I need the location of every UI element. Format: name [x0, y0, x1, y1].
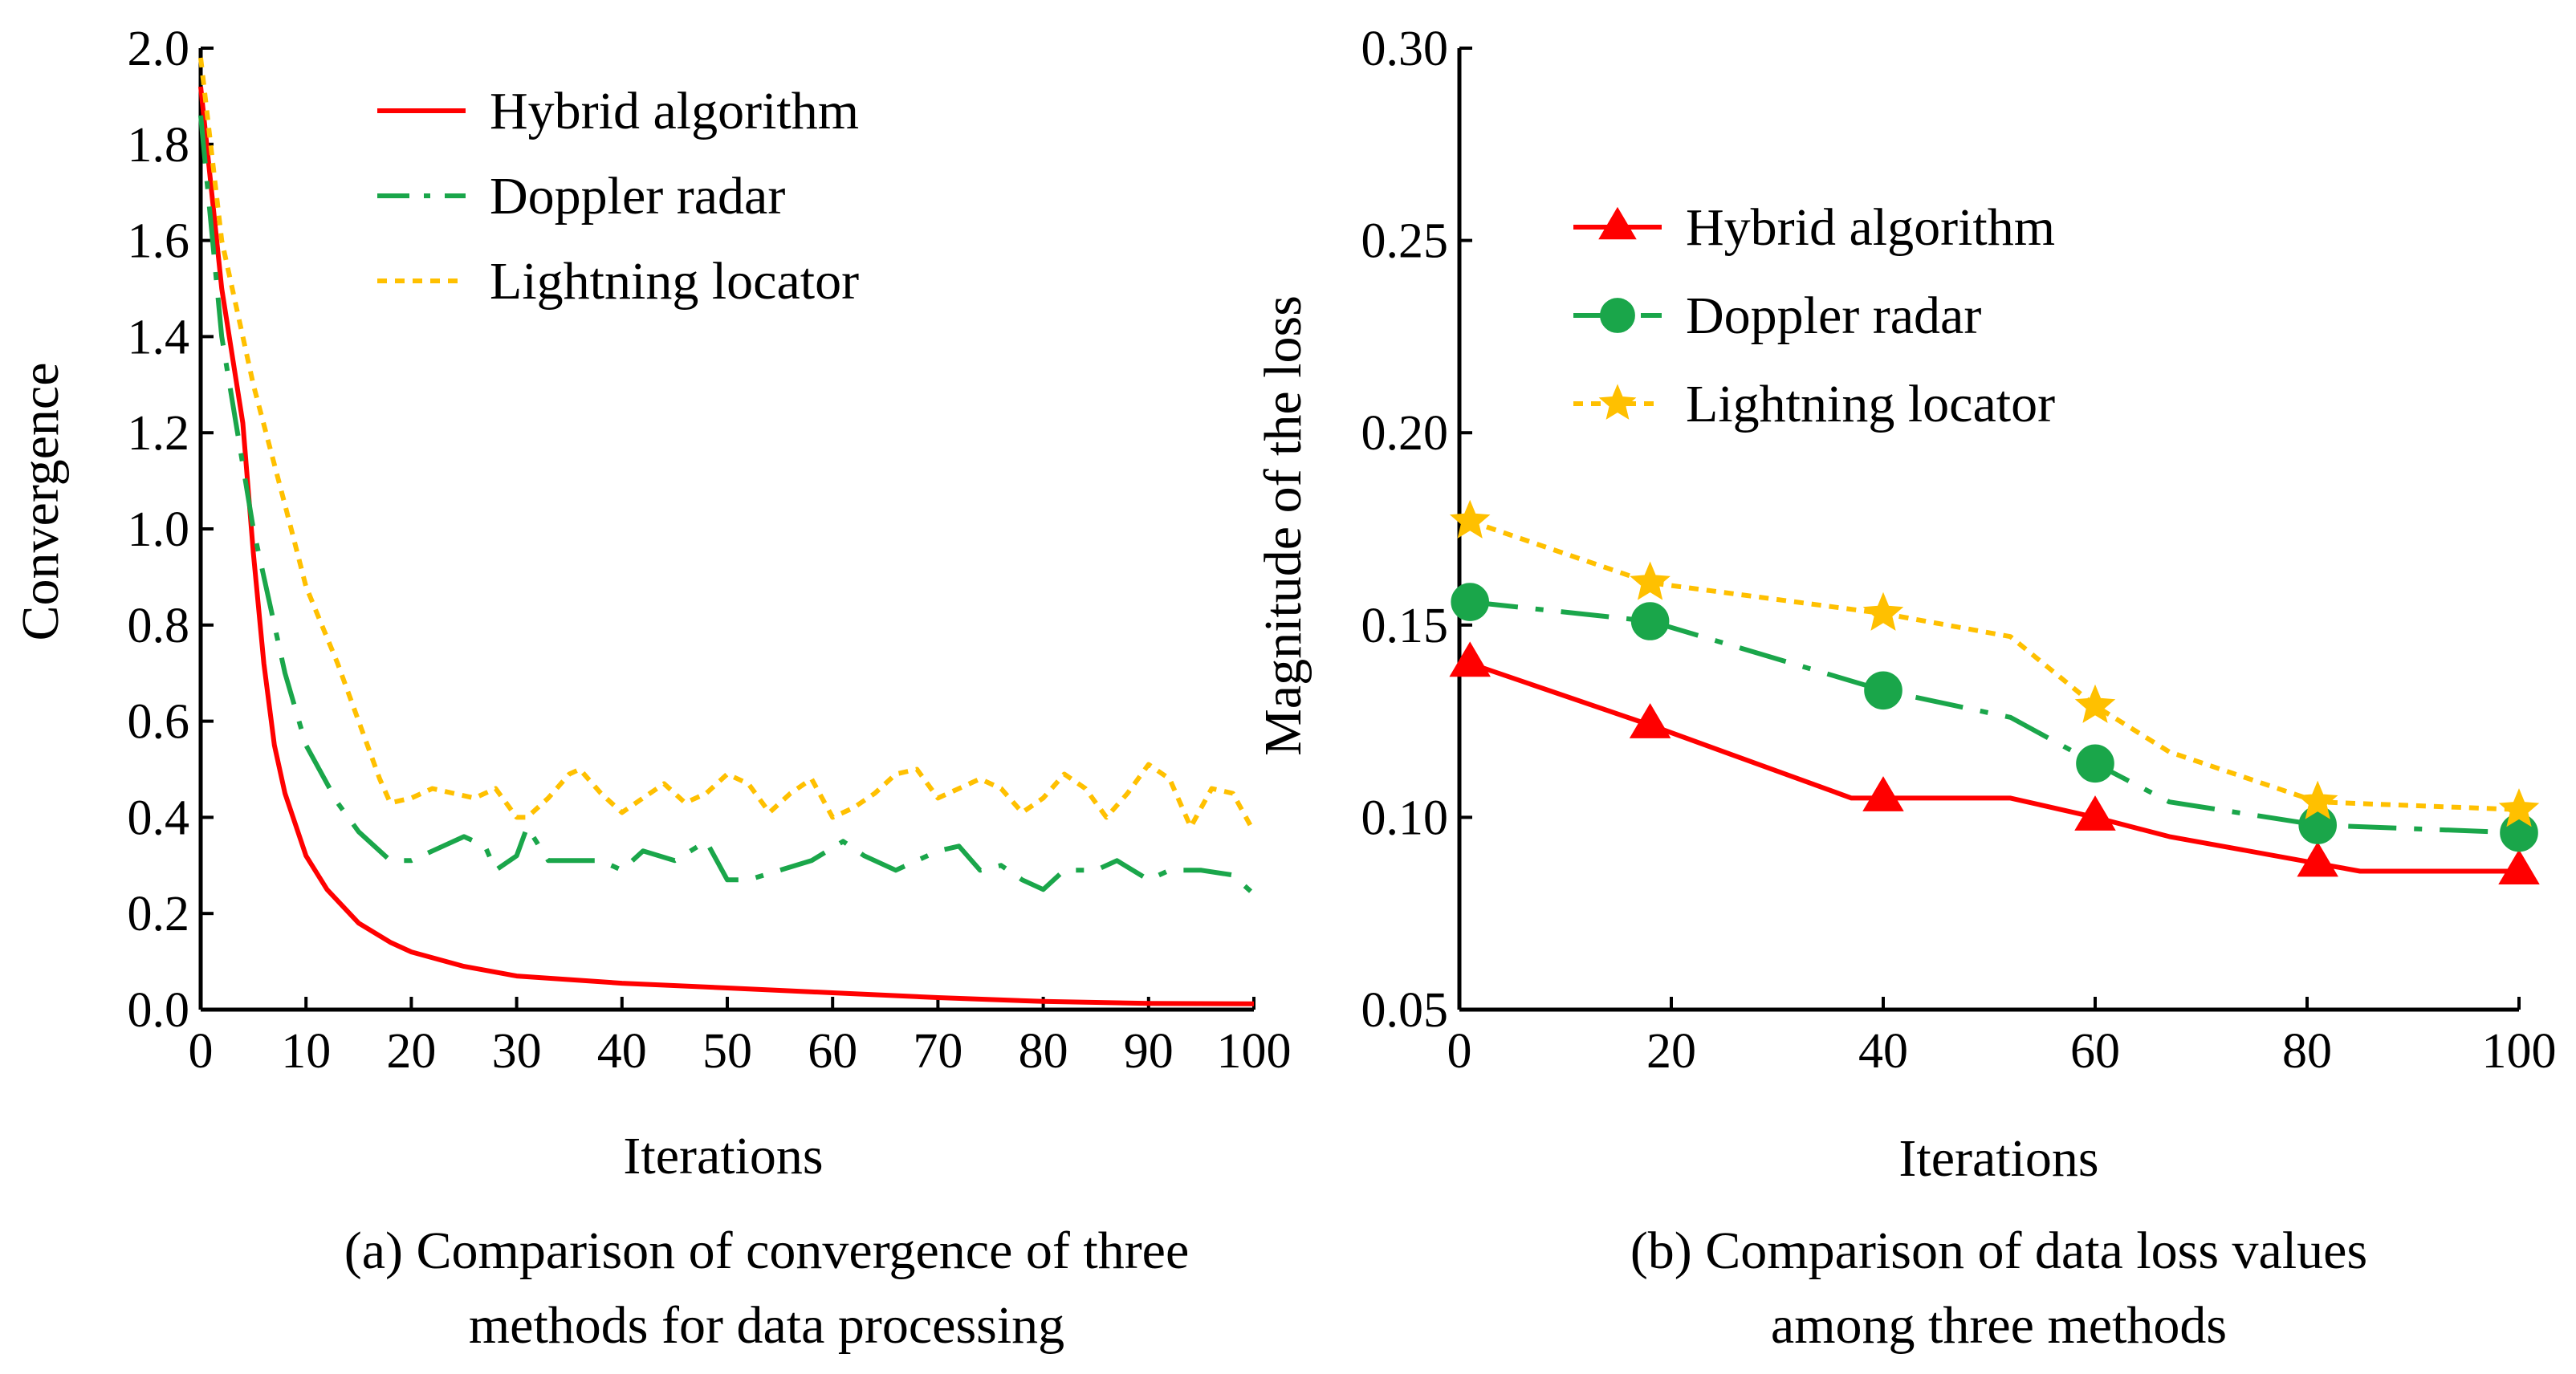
panel-a-convergence-chart: 0 10 20 30 40 50 60 70 80 90 100 0.0 0.2 0.4 0.6 0.8 1.0…	[11, 22, 1292, 1355]
b-series-2-marker	[1451, 583, 1489, 621]
b-series-3-marker	[1630, 561, 1671, 600]
b-ticks: 0 20 40 60 80 100 0.05 0.10 0.15 0.20 0.25 0.30	[1361, 22, 2557, 1079]
a-series-line-1	[198, 86, 1255, 1006]
a-y-tick-label: 0.0	[128, 983, 190, 1038]
a-series	[198, 57, 1256, 1006]
b-x-tick-label: 20	[1646, 1024, 1696, 1079]
b-series-line-3	[1469, 518, 2520, 812]
a-x-tick-label: 80	[1019, 1024, 1068, 1079]
b-legend-marker-2	[1600, 298, 1635, 333]
b-legend-marker-3	[1598, 384, 1637, 420]
b-series-line-2	[1469, 600, 2520, 835]
b-y-tick-label: 0.30	[1361, 22, 1449, 76]
b-series-1-marker	[1862, 776, 1904, 811]
b-series-3-marker	[2498, 788, 2540, 827]
a-series-line-2	[198, 115, 1256, 896]
b-axes	[1457, 48, 2519, 1012]
a-caption-line-1: (a) Comparison of convergence of three	[344, 1222, 1190, 1280]
b-caption-line-2: among three methods	[1771, 1296, 2227, 1355]
b-x-tick-label: 40	[1858, 1024, 1908, 1079]
b-legend-label-2: Doppler radar	[1686, 287, 1981, 345]
b-series-1-marker	[1449, 641, 1491, 677]
b-series-3-marker	[2297, 780, 2338, 819]
a-x-tick-label: 0	[189, 1024, 214, 1079]
a-legend-label-1: Hybrid algorithm	[490, 82, 859, 140]
a-x-tick-label: 10	[281, 1024, 331, 1079]
b-series-line-1	[1469, 661, 2519, 874]
b-x-tick-label: 0	[1447, 1024, 1472, 1079]
b-y-tick-label: 0.05	[1361, 983, 1449, 1038]
b-caption-line-1: (b) Comparison of data loss values	[1630, 1222, 2367, 1280]
a-y-tick-label: 1.8	[128, 118, 190, 173]
a-y-tick-label: 1.4	[128, 310, 190, 364]
b-legend-label-1: Hybrid algorithm	[1686, 198, 2055, 257]
b-x-tick-label: 60	[2070, 1024, 2120, 1079]
a-x-tick-label: 90	[1124, 1024, 1174, 1079]
a-y-tick-label: 1.6	[128, 214, 190, 269]
b-x-tick-label: 80	[2282, 1024, 2332, 1079]
b-x-tick-label: 100	[2482, 1024, 2557, 1079]
a-y-tick-label: 1.2	[128, 406, 190, 461]
b-series-1-marker	[2297, 841, 2338, 877]
a-x-tick-label: 100	[1217, 1024, 1292, 1079]
a-y-tick-label: 1.0	[128, 502, 190, 557]
a-x-tick-label: 50	[702, 1024, 752, 1079]
b-y-tick-label: 0.10	[1361, 791, 1449, 845]
b-series-3-marker	[2074, 684, 2116, 723]
b-series-1-marker	[1629, 703, 1671, 738]
b-series-2-marker	[2076, 744, 2114, 783]
b-series-3-marker	[1862, 591, 1904, 631]
a-ticks: 0 10 20 30 40 50 60 70 80 90 100 0.0 0.2 0.4 0.6 0.8 1.0…	[128, 22, 1292, 1079]
b-series-2-marker	[2500, 813, 2538, 852]
b-y-tick-label: 0.25	[1361, 214, 1449, 269]
a-y-axis-title: Convergence	[11, 363, 70, 641]
b-series-1-marker	[2498, 849, 2540, 884]
b-legend-marker-1	[1598, 206, 1637, 240]
a-x-tick-label: 30	[492, 1024, 542, 1079]
a-legend-label-2: Doppler radar	[490, 167, 785, 226]
a-x-tick-label: 20	[386, 1024, 436, 1079]
a-y-tick-label: 0.8	[128, 599, 190, 653]
b-series	[1449, 499, 2540, 884]
a-y-tick-label: 0.4	[128, 791, 190, 845]
b-series-2-marker	[2298, 806, 2337, 844]
a-y-tick-label: 0.2	[128, 887, 190, 941]
b-series-1-marker	[2074, 795, 2116, 831]
b-series-2-marker	[1630, 602, 1670, 640]
b-y-axis-title: Magnitude of the loss	[1254, 295, 1312, 756]
a-y-tick-label: 0.6	[128, 695, 190, 750]
a-caption-line-2: methods for data processing	[469, 1296, 1064, 1355]
b-series-2-marker	[1864, 671, 1902, 710]
b-series-3-marker	[1449, 499, 1491, 539]
a-x-tick-label: 70	[913, 1024, 962, 1079]
b-y-tick-label: 0.20	[1361, 406, 1449, 461]
b-legend: Hybrid algorithm Doppler radar Lightning l…	[1573, 198, 2055, 433]
panel-b-loss-chart: 0 20 40 60 80 100 0.05 0.10 0.15 0.20 0.25 0.30 Hyb…	[1254, 22, 2557, 1355]
b-y-tick-label: 0.15	[1361, 599, 1449, 653]
a-legend-label-3: Lightning locator	[490, 252, 859, 311]
a-series-line-3	[198, 57, 1256, 833]
a-legend: Hybrid algorithm Doppler radar Lightning l…	[377, 82, 859, 311]
b-legend-label-3: Lightning locator	[1686, 375, 2055, 433]
a-x-tick-label: 40	[597, 1024, 647, 1079]
b-x-axis-title: Iterations	[1898, 1129, 2098, 1188]
a-y-tick-label: 2.0	[128, 22, 190, 76]
a-x-axis-title: Iterations	[623, 1127, 823, 1185]
a-x-tick-label: 60	[808, 1024, 857, 1079]
